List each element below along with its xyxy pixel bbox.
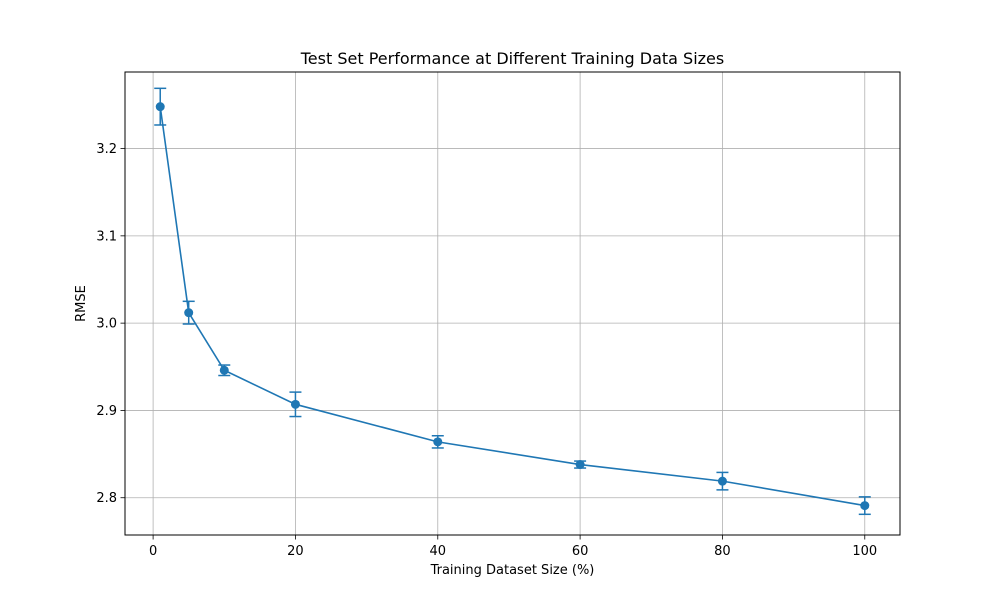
series-line: [159, 106, 865, 507]
x-tick-label: 60: [572, 544, 589, 559]
y-tick-label: 3.2: [96, 142, 117, 157]
data-point: [219, 365, 229, 375]
x-tick-label: 20: [287, 544, 304, 559]
x-tick-label: 0: [149, 544, 157, 559]
y-axis-label: RMSE: [74, 285, 89, 322]
data-point: [575, 460, 585, 470]
chart-title: Test Set Performance at Different Traini…: [300, 49, 724, 68]
x-tick-label: 40: [430, 544, 447, 559]
axis-ticks: 0 20 40 60 80 100 2.8 2.9 3.0 3.1 3.2: [96, 142, 877, 559]
y-tick-label: 3.0: [96, 317, 117, 332]
grid-lines: [125, 72, 900, 535]
data-point: [184, 308, 194, 318]
x-tick-label: 100: [852, 544, 877, 559]
plot-frame: [124, 71, 901, 536]
y-tick-label: 2.9: [96, 404, 117, 419]
data-point: [433, 437, 443, 447]
data-point: [155, 102, 165, 112]
y-tick-label: 3.1: [96, 229, 117, 244]
data-point: [290, 399, 300, 409]
x-axis-label: Training Dataset Size (%): [430, 563, 595, 578]
data-point: [860, 501, 870, 511]
x-tick-label: 80: [714, 544, 731, 559]
series-layer: [154, 87, 871, 516]
y-tick-label: 2.8: [96, 491, 117, 506]
data-point: [717, 476, 727, 486]
